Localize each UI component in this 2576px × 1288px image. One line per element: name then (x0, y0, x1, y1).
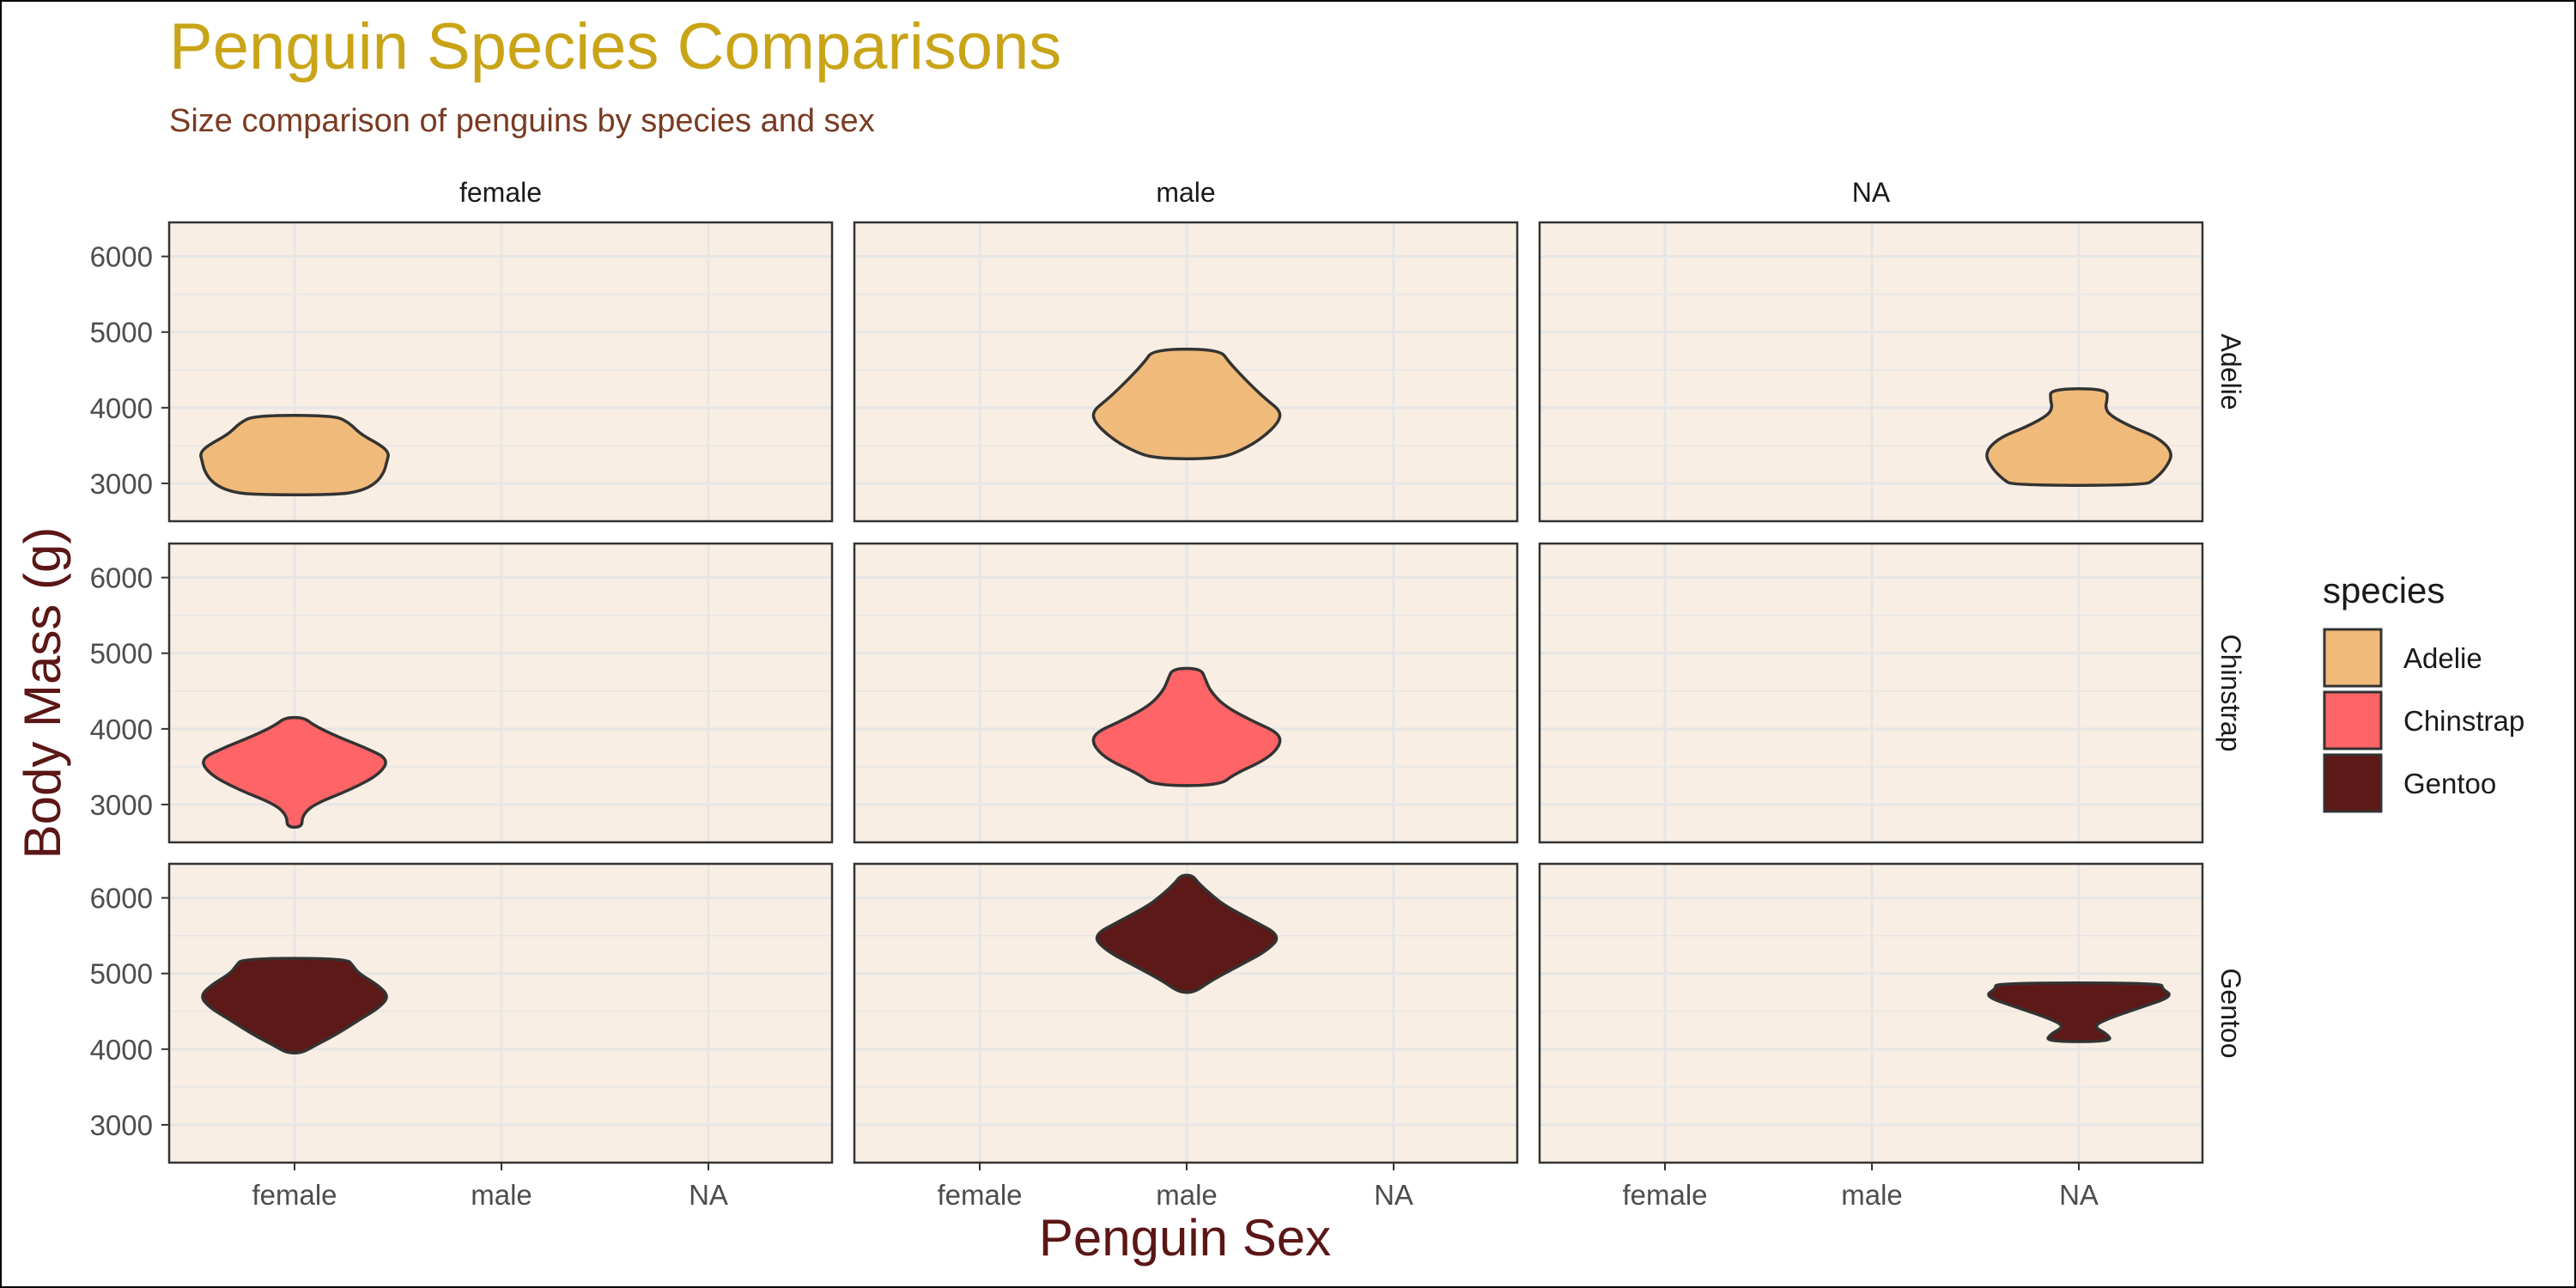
legend-label-gentoo: Gentoo (2403, 768, 2496, 799)
x-tick-label: female (252, 1179, 337, 1211)
panel-chinstrap-na-border (1538, 542, 2204, 844)
violin-gentoo-na (1987, 981, 2171, 1043)
legend-items: Adelie Chinstrap Gentoo (2323, 628, 2524, 813)
x-tick-label: female (1622, 1179, 1707, 1211)
row-strip-adelie: Adelie (2215, 334, 2246, 410)
row-strip-gentoo: Gentoo (2215, 969, 2246, 1059)
violin-adelie-na (1985, 387, 2172, 487)
y-tick-label: 4000 (90, 714, 153, 745)
x-tick-label: NA (1374, 1179, 1413, 1211)
chart-subtitle: Size comparison of penguins by species a… (169, 103, 875, 139)
chart-title: Penguin Species Comparisons (169, 10, 1061, 83)
legend-label-chinstrap: Chinstrap (2403, 705, 2524, 737)
y-tick-label: 6000 (90, 241, 153, 273)
violin-chinstrap-male (1091, 666, 1282, 787)
facet-panels (169, 222, 2202, 1163)
x-tick-label: NA (689, 1179, 728, 1211)
y-axis-title: Body Mass (g) (14, 527, 71, 860)
legend-swatch-chinstrap (2323, 690, 2383, 750)
y-tick-label: 6000 (90, 562, 153, 594)
violin-layer (199, 347, 2172, 1055)
x-tick-label: male (1156, 1179, 1218, 1211)
legend-swatch-adelie (2323, 628, 2383, 688)
y-tick-label: 3000 (90, 468, 153, 500)
x-axis-title: Penguin Sex (1039, 1209, 1331, 1267)
panel-chinstrap-male-border (853, 542, 1519, 844)
y-tick-label: 6000 (90, 883, 153, 914)
legend: species Adelie Chinstrap Gentoo (2323, 570, 2524, 813)
row-strip-chinstrap: Chinstrap (2215, 635, 2246, 752)
y-tick-label: 5000 (90, 958, 153, 990)
legend-title: species (2323, 570, 2445, 611)
panel-adelie-na-border (1538, 221, 2204, 523)
violin-adelie-female (199, 413, 390, 496)
violin-gentoo-female (201, 957, 388, 1055)
y-tick-label: 5000 (90, 638, 153, 670)
y-tick-label: 5000 (90, 317, 153, 349)
x-tick-label: NA (2059, 1179, 2099, 1211)
x-tick-label: male (1841, 1179, 1903, 1211)
column-strip-male: male (1156, 177, 1215, 208)
y-tick-label: 3000 (90, 1109, 153, 1141)
panel-chinstrap-female-border (167, 542, 834, 844)
x-tick-label: female (937, 1179, 1022, 1211)
panel-adelie-male-border (853, 221, 1519, 523)
violin-gentoo-male (1095, 873, 1279, 994)
violin-chinstrap-female (202, 715, 387, 829)
column-strip-female: female (459, 177, 542, 208)
y-axis-ticks: 3000 4000 5000 6000 3000 4000 5000 6000 3000 4000… (90, 241, 169, 1141)
panel-adelie-female-border (167, 221, 834, 523)
x-tick-label: male (471, 1179, 532, 1211)
y-tick-label: 4000 (90, 392, 153, 424)
x-axis-ticks: female male NA female male NA female male NA (252, 1163, 2099, 1211)
y-tick-label: 4000 (90, 1034, 153, 1066)
legend-swatch-gentoo (2323, 753, 2383, 813)
y-tick-label: 3000 (90, 789, 153, 821)
facet-strips: female male NA Adelie Chinstrap Gentoo (459, 177, 2246, 1058)
legend-label-adelie: Adelie (2403, 642, 2482, 674)
violin-adelie-male (1091, 347, 1282, 461)
column-strip-na: NA (1852, 177, 1891, 208)
